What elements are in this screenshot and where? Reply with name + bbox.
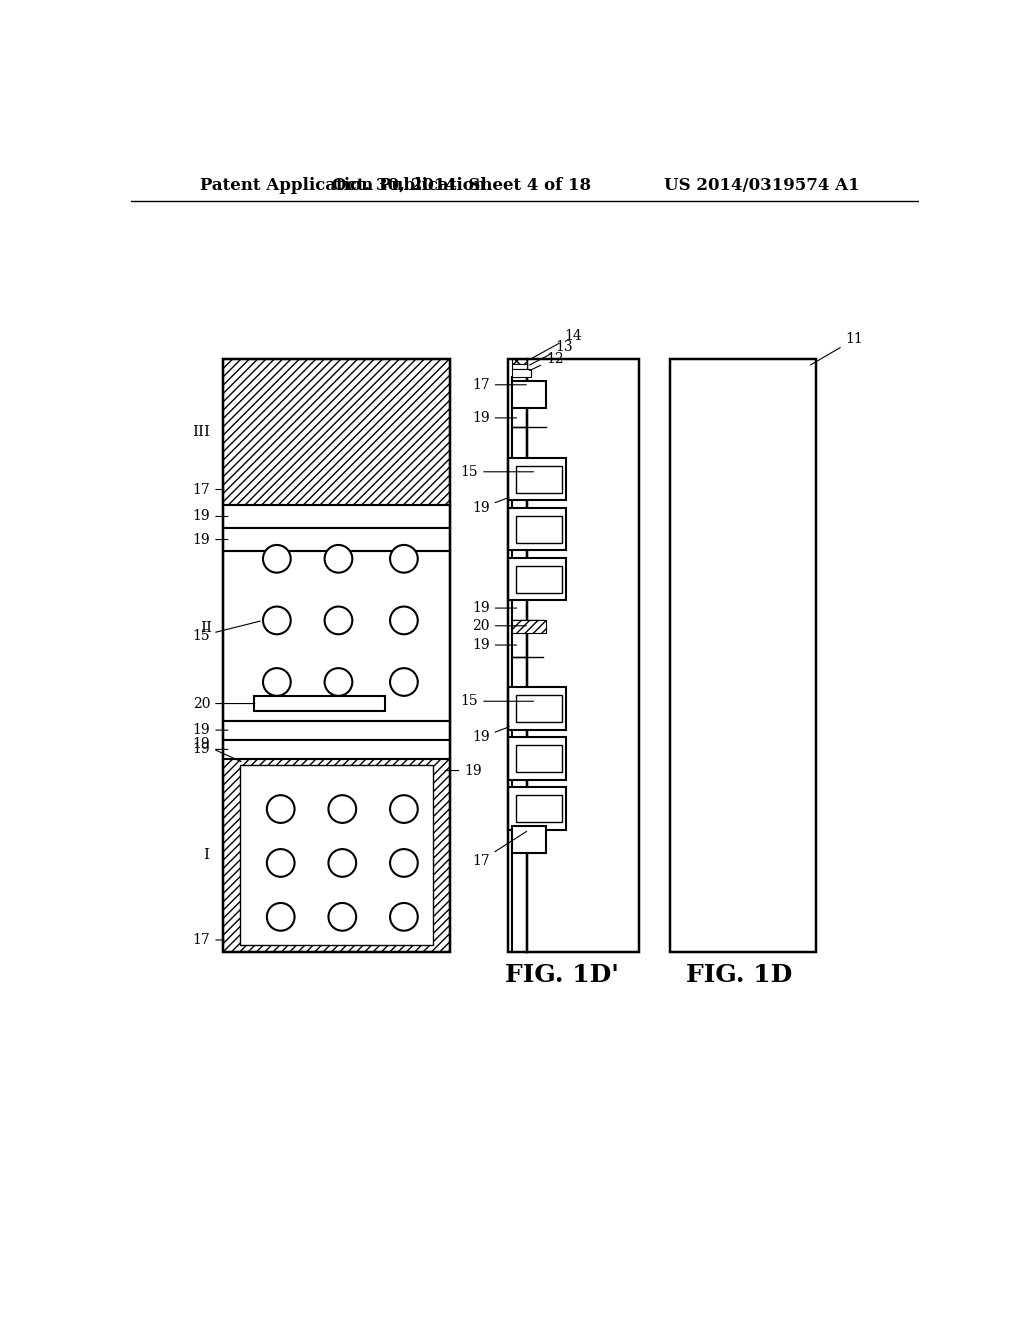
Bar xyxy=(240,766,433,945)
Text: 11: 11 xyxy=(811,333,863,364)
Bar xyxy=(515,696,562,722)
Circle shape xyxy=(267,795,295,822)
Bar xyxy=(512,381,547,408)
Circle shape xyxy=(390,849,418,876)
Bar xyxy=(515,516,562,543)
Text: 19: 19 xyxy=(472,601,517,615)
Bar xyxy=(223,528,451,552)
Text: 19: 19 xyxy=(193,742,228,756)
Text: US 2014/0319574 A1: US 2014/0319574 A1 xyxy=(665,177,860,194)
Text: 19: 19 xyxy=(445,763,482,777)
Circle shape xyxy=(267,849,295,876)
Bar xyxy=(515,566,562,593)
Bar xyxy=(508,508,565,550)
Text: 17: 17 xyxy=(472,378,526,392)
Text: 17: 17 xyxy=(193,933,224,946)
Text: 17: 17 xyxy=(472,832,526,867)
Text: 19: 19 xyxy=(472,498,509,515)
Bar xyxy=(670,359,816,952)
Text: 20: 20 xyxy=(193,697,255,710)
Text: 19: 19 xyxy=(193,737,242,762)
Bar xyxy=(512,619,547,634)
Text: FIG. 1D: FIG. 1D xyxy=(686,962,792,986)
Text: II: II xyxy=(200,622,212,635)
Circle shape xyxy=(390,607,418,635)
Bar xyxy=(223,359,451,952)
Text: 19: 19 xyxy=(472,638,517,652)
Circle shape xyxy=(390,545,418,573)
Bar xyxy=(223,721,451,739)
Bar xyxy=(515,466,562,492)
Text: 19: 19 xyxy=(193,510,228,524)
Bar xyxy=(512,370,531,378)
Bar xyxy=(508,558,565,601)
Bar xyxy=(512,364,527,370)
Bar xyxy=(254,696,385,711)
Text: 13: 13 xyxy=(529,341,572,366)
Bar xyxy=(508,458,565,500)
Circle shape xyxy=(329,849,356,876)
Circle shape xyxy=(263,668,291,696)
Bar xyxy=(508,738,565,780)
Bar xyxy=(515,795,562,822)
Bar xyxy=(508,788,565,830)
Circle shape xyxy=(325,607,352,635)
Text: 15: 15 xyxy=(193,622,260,643)
Text: FIG. 1D': FIG. 1D' xyxy=(505,962,618,986)
Text: 19: 19 xyxy=(472,411,517,425)
Bar xyxy=(508,688,565,730)
Text: 19: 19 xyxy=(193,723,228,737)
Circle shape xyxy=(390,903,418,931)
Text: III: III xyxy=(193,425,210,438)
Bar xyxy=(223,739,451,759)
Circle shape xyxy=(325,668,352,696)
Bar xyxy=(512,826,547,853)
Bar xyxy=(223,504,451,528)
Text: 20: 20 xyxy=(472,619,526,632)
Text: I: I xyxy=(203,849,209,862)
Text: 19: 19 xyxy=(472,727,509,744)
Text: 14: 14 xyxy=(529,329,583,359)
Text: 12: 12 xyxy=(529,351,563,371)
Circle shape xyxy=(390,795,418,822)
Circle shape xyxy=(263,545,291,573)
Text: 15: 15 xyxy=(461,694,534,709)
Bar xyxy=(512,359,527,364)
Text: 17: 17 xyxy=(193,483,224,496)
Bar xyxy=(223,759,451,952)
Text: 19: 19 xyxy=(193,532,228,546)
Circle shape xyxy=(263,607,291,635)
Text: Oct. 30, 2014  Sheet 4 of 18: Oct. 30, 2014 Sheet 4 of 18 xyxy=(332,177,591,194)
Bar xyxy=(223,359,451,506)
Circle shape xyxy=(329,903,356,931)
Text: 15: 15 xyxy=(461,465,534,479)
Bar xyxy=(515,744,562,772)
Circle shape xyxy=(390,668,418,696)
Circle shape xyxy=(325,545,352,573)
Bar xyxy=(223,552,451,721)
Text: Patent Application Publication: Patent Application Publication xyxy=(200,177,485,194)
Bar xyxy=(508,359,639,952)
Circle shape xyxy=(267,903,295,931)
Circle shape xyxy=(329,795,356,822)
